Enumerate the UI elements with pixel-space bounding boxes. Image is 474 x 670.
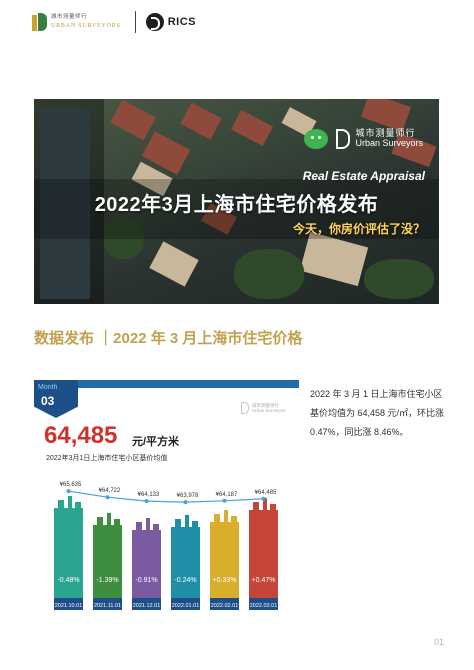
- headline-price: 64,485: [44, 422, 118, 449]
- chart-bar-skyline: [58, 500, 64, 508]
- chart-bar-skyline: [214, 514, 220, 522]
- chart-bar-skyline: [153, 524, 159, 530]
- chart-bar: [54, 508, 83, 598]
- chart-bar: [93, 525, 122, 598]
- chart-bar-skyline: [107, 513, 111, 525]
- summary-text: 2022 年 3 月 1 日上海市住宅小区基价均值为 64,458 元/㎡，环比…: [310, 389, 445, 437]
- chart-date-strip: [210, 598, 239, 610]
- chart-value-label: ¥65,635: [60, 482, 82, 488]
- month-number: 03: [41, 394, 55, 408]
- headline-caption: 2022年3月1日上海市住宅小区基价均值: [46, 455, 168, 462]
- chart-bar-skyline: [75, 502, 81, 508]
- urban-surveyors-mark-icon: [336, 129, 351, 149]
- chart-date-strip: [93, 598, 122, 610]
- hero-roof: [230, 109, 274, 147]
- chart-point: [183, 500, 188, 505]
- hero-trees: [234, 249, 304, 299]
- chart-date-label: 2021.12.01: [133, 603, 161, 609]
- logo-divider: [134, 11, 136, 33]
- hero-tower: [40, 109, 90, 299]
- urban-surveyors-logo-text: 城市测量师行 URBAN SURVEYORS: [51, 15, 121, 29]
- chart-bar-skyline: [231, 516, 237, 522]
- chart-change-label: +0.33%: [213, 577, 237, 584]
- hero-question: 今天，你房价评估了没？: [292, 222, 425, 236]
- section-title: 数据发布 ｜2022 年 3 月上海市住宅价格: [34, 330, 303, 347]
- rics-logo-icon: [145, 13, 164, 31]
- chart-trend-line: [68, 490, 264, 503]
- chart-bar-skyline: [175, 519, 181, 527]
- chart-date-strip: [171, 598, 200, 610]
- chart-change-label: -0.24%: [174, 577, 196, 584]
- price-bar-chart: -0.48% 2021.10.01 ¥65,635 -1.39% 2021.11.01 ¥…: [54, 482, 278, 610]
- hero-roof: [180, 102, 222, 140]
- month-label: Month: [38, 384, 58, 391]
- hero-text-shade: [34, 179, 439, 239]
- chart-bar-skyline: [97, 517, 103, 525]
- chart-value-label: ¥64,722: [99, 488, 121, 494]
- chart-bar-skyline: [68, 496, 72, 508]
- chart-date-strip: [54, 598, 83, 610]
- card-logo: 城市测量师行 Urban Surveyors: [241, 402, 286, 414]
- chart-date-label: 2022.01.01: [172, 603, 200, 609]
- price-infographic: Month 03 城市测量师行 Urban Surveyors 64,485 元…: [34, 380, 299, 620]
- chart-date-label: 2022.03.01: [250, 603, 278, 609]
- header-logos: 城市测量师行 URBAN SURVEYORS RICS: [32, 10, 196, 34]
- chart-date-strip: [132, 598, 161, 610]
- chart-bar-skyline: [253, 502, 259, 510]
- chart-bar: [132, 530, 161, 598]
- hero-roof: [110, 99, 156, 141]
- chart-bar: [249, 510, 278, 598]
- chart-value-label: ¥63,978: [177, 493, 199, 499]
- chart-date-label: 2021.11.01: [94, 603, 121, 609]
- hero-title: 2022年3月上海市住宅价格发布: [94, 194, 379, 216]
- chart-bar-skyline: [192, 521, 198, 527]
- chart-date-strip: [249, 598, 278, 610]
- chart-bar-skyline: [136, 522, 142, 530]
- card-logo-en: Urban Surveyors: [252, 408, 286, 413]
- chart-value-label: ¥64,187: [216, 492, 238, 498]
- chart-date-label: 2021.10.01: [55, 603, 83, 609]
- hero-facade: [299, 231, 369, 287]
- hero-roof: [360, 99, 412, 132]
- chart-bar-skyline: [185, 515, 189, 527]
- chart-point: [66, 489, 71, 494]
- hero-badge: 城市测量师行 Urban Surveyors: [304, 128, 423, 149]
- chart-bar-skyline: [146, 518, 150, 530]
- chart-bar: [171, 527, 200, 598]
- wechat-icon: [304, 129, 329, 149]
- chart-bar: [210, 522, 239, 598]
- hero-badge-en: Urban Surveyors: [355, 138, 423, 148]
- chart-point: [261, 496, 266, 501]
- logo-us-en: URBAN SURVEYORS: [51, 22, 121, 29]
- card-top-bar: [34, 380, 299, 388]
- chart-bar-skyline: [263, 498, 267, 510]
- chart-point: [144, 499, 149, 504]
- month-tab: Month 03: [34, 380, 78, 418]
- chart-value-label: ¥64,485: [255, 490, 277, 496]
- urban-surveyors-logo-icon: [32, 13, 47, 31]
- hero-facade: [149, 241, 199, 287]
- chart-change-label: -0.91%: [135, 577, 157, 584]
- chart-date-label: 2022.02.01: [211, 603, 239, 609]
- chart-bar-skyline: [270, 504, 276, 510]
- chart-point: [105, 495, 110, 500]
- page-number: 01: [433, 637, 444, 647]
- hero-trees: [364, 259, 434, 299]
- chart-change-label: -0.48%: [57, 577, 79, 584]
- chart-bar-skyline: [224, 510, 228, 522]
- chart-change-label: +0.47%: [252, 577, 276, 584]
- headline-unit: 元/平方米: [132, 436, 180, 448]
- hero-banner: 城市测量师行 Urban Surveyors Real Estate Appra…: [34, 99, 439, 304]
- chart-change-label: -1.39%: [96, 577, 118, 584]
- hero-badge-cn: 城市测量师行: [355, 128, 416, 139]
- logo-us-cn: 城市测量师行: [51, 14, 88, 21]
- rics-logo-text: RICS: [167, 16, 196, 28]
- hero-trees: [104, 219, 144, 259]
- urban-surveyors-mark-icon: [241, 402, 249, 414]
- card-logo-cn: 城市测量师行: [252, 402, 279, 408]
- chart-value-label: ¥64,133: [138, 492, 160, 498]
- hero-subtitle: Real Estate Appraisal: [302, 169, 425, 183]
- chart-point: [222, 498, 227, 503]
- chart-bar-skyline: [114, 519, 120, 525]
